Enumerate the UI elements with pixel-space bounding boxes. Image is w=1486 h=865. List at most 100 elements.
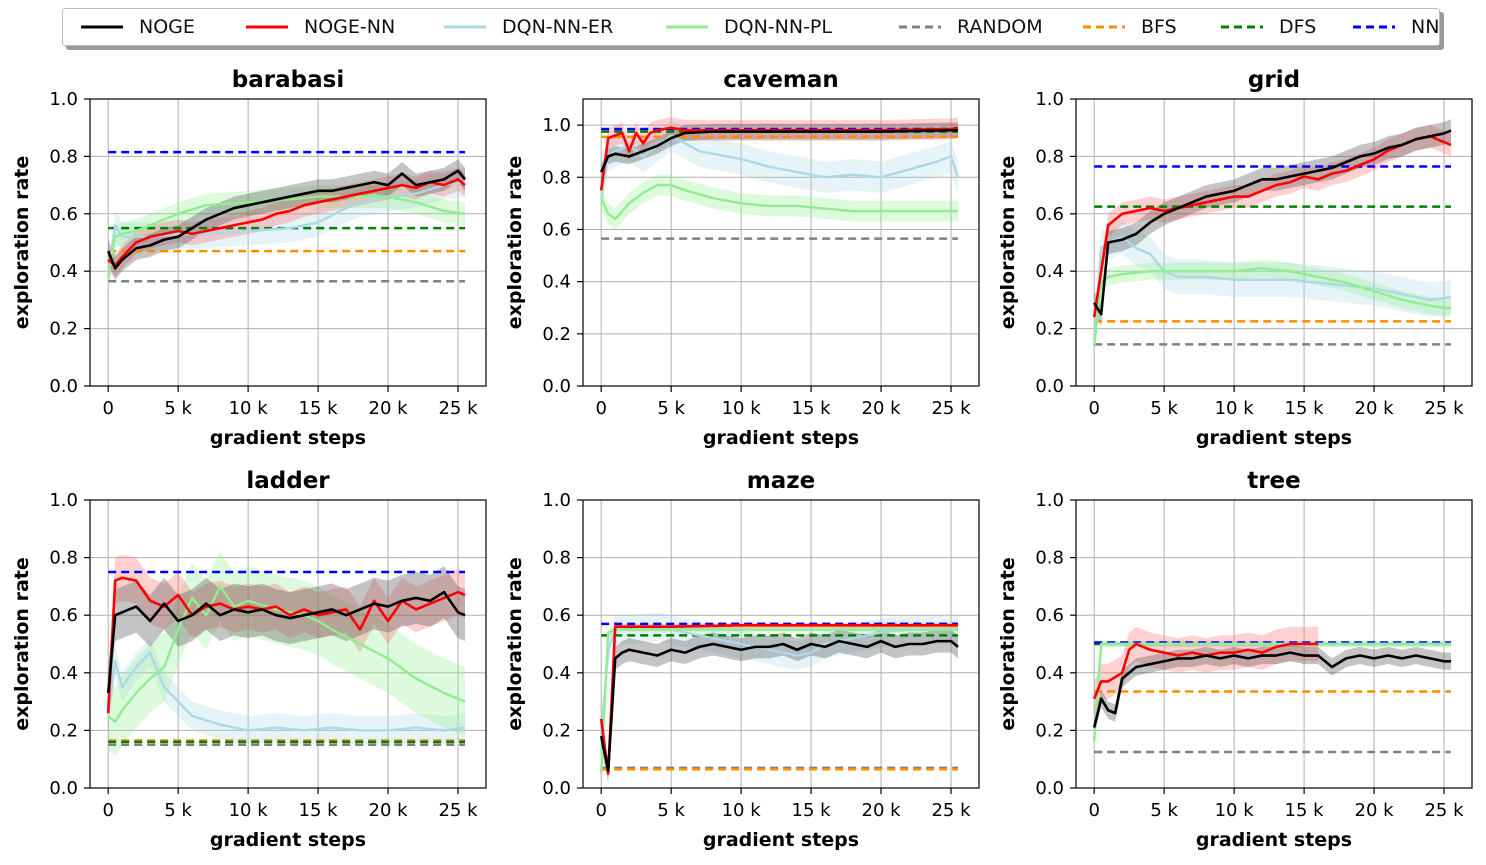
legend-label: DQN-NN-ER [502,16,614,38]
panel-title: ladder [246,468,330,494]
y-axis-label: exploration rate [11,156,33,329]
band-dqn-nn-pl [1094,259,1452,355]
legend-label: NOGE-NN [304,16,396,38]
x-tick-label: 5 k [1150,800,1178,821]
x-tick-label: 25 k [438,398,478,419]
x-tick-label: 15 k [299,800,339,821]
x-tick-label: 20 k [1355,398,1395,419]
y-tick-label: 0.6 [542,219,571,240]
series-line-dqn-nn-pl [1092,642,1452,743]
legend-item-random: RANDOM [897,9,1043,45]
legend-label: NN [1411,16,1440,38]
panel-grid: 0 5 k 10 k 15 k 20 k 25 k 0.0 0.2 0.4 0.6 0.8 1.0 gr… [997,67,1473,449]
y-tick-label: 0.6 [1035,204,1064,225]
y-tick-label: 0.8 [542,548,571,569]
x-tick-label: 5 k [657,800,685,821]
panel-title: tree [1247,468,1301,494]
panel-title: barabasi [232,67,344,93]
series-line-dqn-nn-pl [599,628,959,774]
x-axis-label: gradient steps [703,427,859,449]
series-line-noge [106,169,467,270]
x-tick-label: 0 [1088,398,1099,419]
x-tick-label: 10 k [1215,398,1255,419]
axes-frame [89,98,487,387]
band-noge-nn [108,554,466,737]
x-tick-label: 0 [1088,800,1099,821]
series-line-dqn-nn-pl [107,195,466,278]
y-tick-label: 0.6 [49,204,78,225]
x-axis-label: gradient steps [703,829,859,851]
x-tick-label: 10 k [229,398,269,419]
y-axis-label: exploration rate [997,156,1019,329]
band-dqn-nn-pl [601,174,959,230]
y-tick-label: 0.2 [542,720,571,741]
legend-item-dqn-nn-er: DQN-NN-ER [442,9,613,45]
series-line-dqn-nn-er [107,651,466,732]
legend-swatch [1353,25,1395,29]
x-tick-label: 0 [102,398,113,419]
y-tick-label: 0.0 [49,376,78,397]
band-noge-nn [1094,124,1452,329]
x-tick-label: 15 k [1285,800,1325,821]
legend-item-noge: NOGE [79,9,195,45]
y-tick-label: 0.4 [542,272,571,293]
y-tick-label: 0.0 [542,376,571,397]
band-noge-nn [108,167,466,277]
x-tick-label: 20 k [1355,800,1395,821]
y-tick-label: 0.6 [49,605,78,626]
series-line-noge-nn [107,178,466,267]
axes-frame [89,499,487,789]
x-tick-label: 25 k [1424,800,1464,821]
legend-label: DFS [1279,16,1317,38]
x-axis-label: gradient steps [1196,829,1352,851]
y-tick-label: 0.4 [49,261,78,282]
panel-title: grid [1248,67,1300,93]
panel-maze: 0 5 k 10 k 15 k 20 k 25 k 0.0 0.2 0.4 0.6 0.8 1.0 ma… [504,468,980,851]
band-dqn-nn-er [1094,219,1452,358]
legend-item-dqn-nn-pl: DQN-NN-PL [664,9,832,45]
y-tick-label: 0.2 [1035,720,1064,741]
y-tick-label: 0.4 [542,663,571,684]
y-tick-label: 0.0 [1035,376,1064,397]
x-tick-label: 25 k [931,800,971,821]
band-noge [1094,644,1452,737]
series-line-dqn-nn-er [1092,235,1452,341]
plot-area [1092,626,1452,754]
band-noge-nn [601,117,959,201]
y-tick-label: 1.0 [49,490,78,511]
panel-tree: 0 5 k 10 k 15 k 20 k 25 k 0.0 0.2 0.4 0.6 0.8 1.0 tr… [997,468,1473,851]
x-tick-label: 5 k [1150,398,1178,419]
axes-frame [1075,499,1473,789]
y-tick-label: 0.8 [49,146,78,167]
legend-swatch [666,25,708,29]
y-tick-label: 0.4 [1035,261,1064,282]
legend-swatch [444,25,486,29]
series-line-noge [600,129,959,173]
x-tick-label: 10 k [722,398,762,419]
y-tick-label: 0.0 [49,778,78,799]
y-axis-label: exploration rate [997,557,1019,730]
plot-area [106,551,466,757]
legend-label: NOGE [139,16,195,38]
x-tick-label: 5 k [164,800,192,821]
x-axis-label: gradient steps [210,829,366,851]
legend-swatch [1221,25,1263,29]
y-axis-label: exploration rate [504,557,526,730]
series-line-noge [1092,651,1452,728]
series-line-dqn-nn-er [107,181,466,278]
x-axis-label: gradient steps [1196,427,1352,449]
series-line-noge [106,590,466,694]
y-tick-label: 0.0 [542,778,571,799]
axes-frame [582,499,980,789]
y-tick-label: 0.2 [1035,319,1064,340]
y-axis-label: exploration rate [504,156,526,329]
series-line-noge [1093,129,1452,316]
y-tick-label: 0.8 [1035,548,1064,569]
band-dqn-nn-er [601,119,959,214]
series-line-noge-nn [1092,135,1452,318]
plot-area [106,150,467,292]
series-line-noge [599,639,959,773]
y-tick-label: 0.0 [1035,778,1064,799]
axes-frame [1075,98,1473,387]
legend-item-bfs: BFS [1081,9,1177,45]
